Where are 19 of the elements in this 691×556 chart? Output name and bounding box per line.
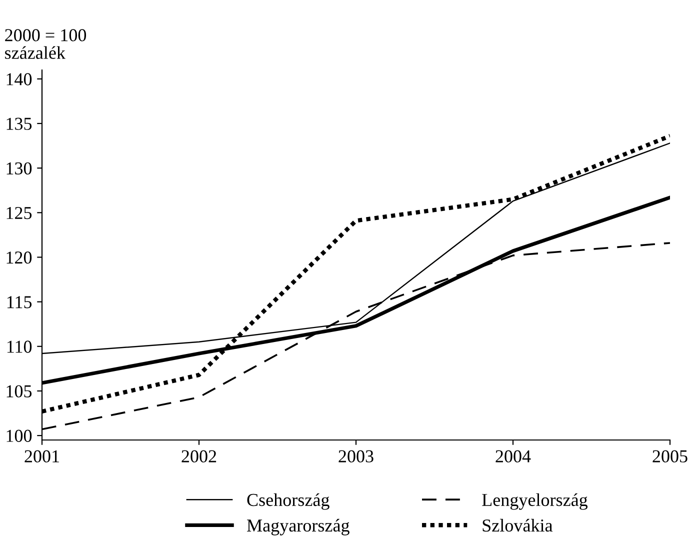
x-tick-label: 2002 <box>182 450 216 462</box>
legend-label: Magyarország <box>247 518 350 536</box>
y-tick-label: 125 <box>6 206 32 220</box>
legend-label: Csehország <box>247 493 330 510</box>
y-tick-label: 115 <box>7 296 32 308</box>
x-tick-label: 2005 <box>652 450 688 462</box>
y-tick-label: 140 <box>6 73 32 86</box>
y-tick-label: 120 <box>6 251 32 264</box>
x-tick-label: 2003 <box>338 450 374 462</box>
x-tick-label: 2001 <box>24 450 59 462</box>
y-tick-label: 105 <box>6 385 32 398</box>
y-tick-label: 130 <box>6 162 32 175</box>
y-axis-title: 2000 = 100 százalék <box>5 29 86 59</box>
legend-label: Lengyelország <box>482 493 588 510</box>
y-tick-label: 110 <box>7 340 32 353</box>
y-tick-label: 100 <box>6 430 32 442</box>
legend-label: Szlovákia <box>482 518 553 532</box>
y-tick-label: 135 <box>6 118 32 130</box>
x-tick-label: 2004 <box>496 450 531 462</box>
